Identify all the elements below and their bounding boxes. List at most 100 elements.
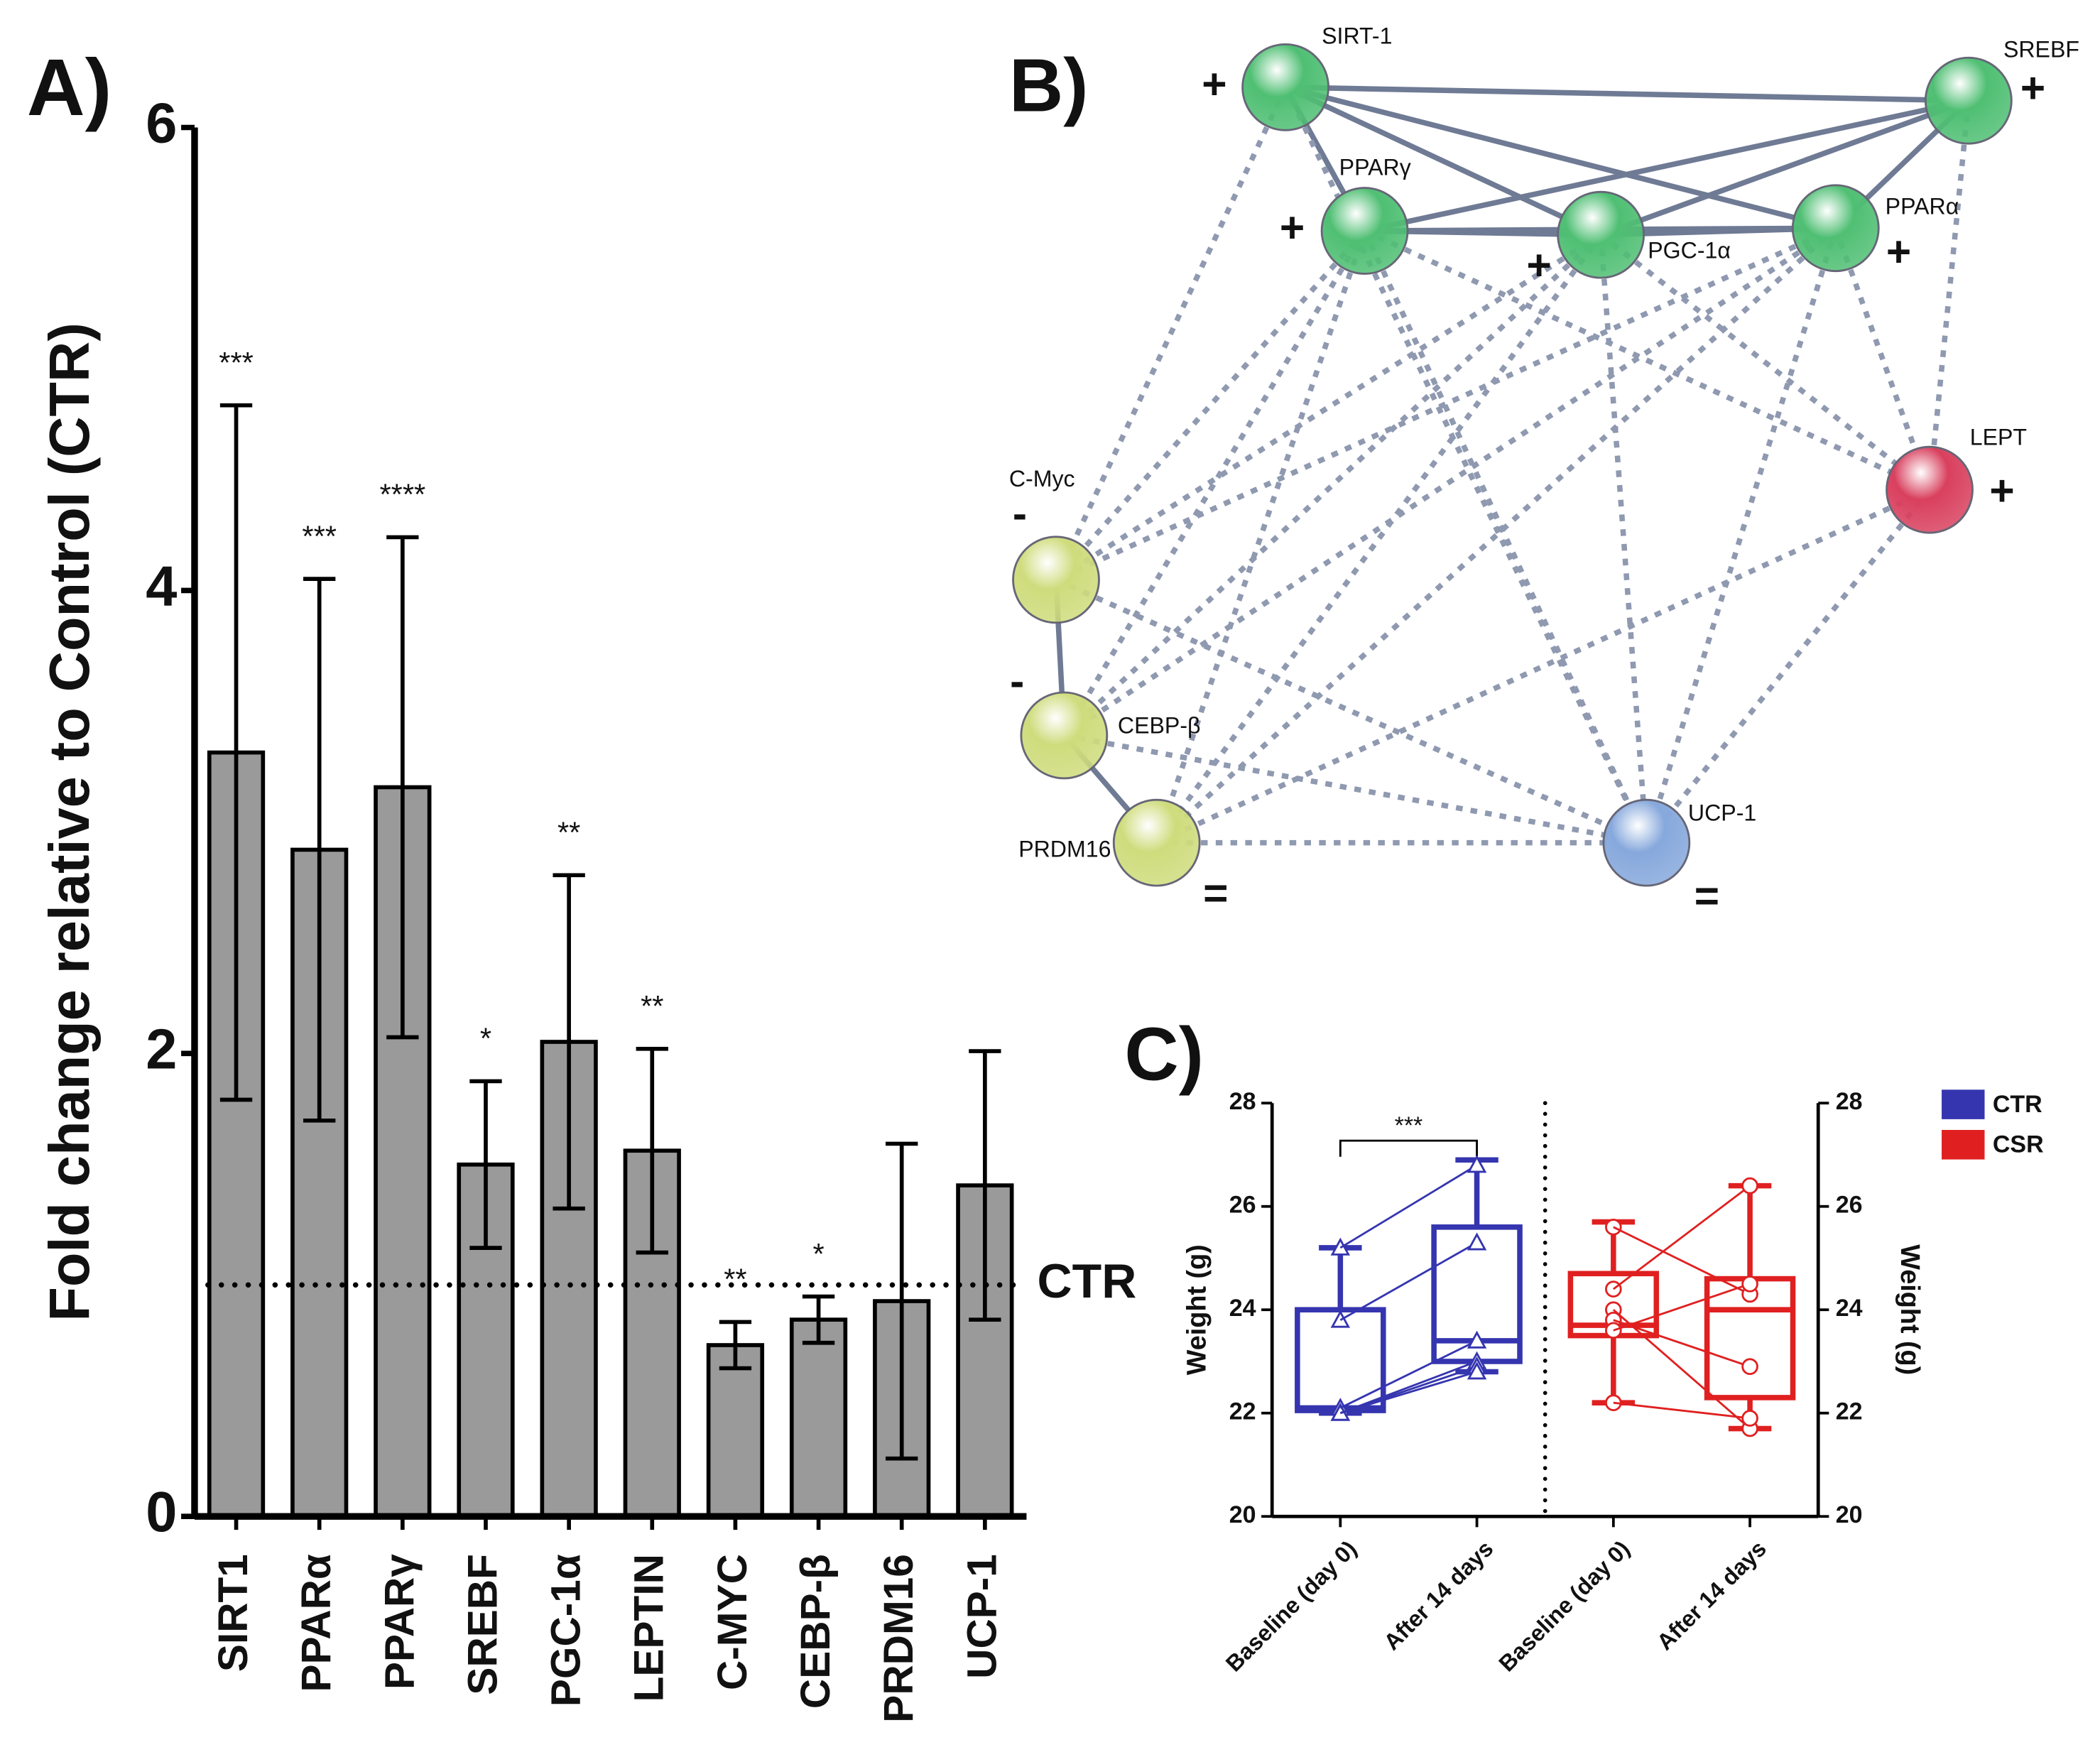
x-tick-label: C-MYC (709, 1554, 756, 1690)
node (1886, 445, 1974, 534)
node (1791, 184, 1880, 273)
bar (789, 1317, 848, 1519)
edge-dotted (1062, 229, 1367, 737)
edge-dotted (1054, 229, 1367, 582)
node (1320, 187, 1409, 275)
node-label: UCP-1 (1688, 800, 1756, 825)
point (1741, 1276, 1758, 1293)
significance-label: *** (219, 346, 254, 379)
point (1467, 1155, 1487, 1173)
edge-dotted (1154, 229, 1368, 844)
x-tick-label: PRDM16 (876, 1554, 922, 1723)
node-sign: - (1010, 657, 1024, 705)
legend-swatch (1942, 1089, 1985, 1119)
x-tick-label: SIRT1 (210, 1554, 256, 1672)
node-sign: + (1989, 466, 2014, 514)
paired-line (1613, 1401, 1751, 1420)
edge-dotted (1599, 232, 1932, 492)
panel-label: B) (1009, 43, 1089, 127)
significance-label: ** (641, 989, 663, 1023)
y2-tick-label: 20 (1836, 1501, 1863, 1528)
point (1467, 1232, 1487, 1251)
node (1557, 190, 1645, 279)
node-label: LEPT (1970, 424, 2027, 450)
significance-label: * (480, 1022, 491, 1055)
node-sign: + (1202, 60, 1226, 108)
point (1467, 1330, 1487, 1349)
significance-label: ** (557, 816, 580, 849)
node-label: PGC-1α (1648, 238, 1731, 263)
paired-line (1613, 1319, 1751, 1368)
paired-line (1339, 1241, 1478, 1321)
edge-dotted (1053, 86, 1288, 581)
y-tick-label: 28 (1229, 1088, 1256, 1115)
x-tick-label: SREBF (459, 1554, 506, 1695)
edge-dotted (1062, 232, 1603, 738)
x-tick-label: Baseline (day 0) (1494, 1535, 1634, 1676)
edge-dotted (1362, 229, 1649, 844)
node-sign: + (2020, 63, 2045, 112)
edge-dotted (1927, 100, 1971, 491)
x-tick-label: UCP-1 (959, 1554, 1005, 1679)
edge-dotted (1055, 577, 1648, 846)
significance-label: *** (1395, 1112, 1423, 1139)
paired-line (1339, 1339, 1478, 1409)
point (1467, 1361, 1487, 1380)
paired-line (1612, 1185, 1751, 1290)
y-tick-label: 20 (1229, 1501, 1256, 1528)
x-tick-label: CEBP-β (793, 1554, 839, 1709)
edge-dotted (1062, 226, 1837, 738)
x-tick-label: Baseline (day 0) (1221, 1535, 1361, 1676)
y-tick-label: 22 (1229, 1398, 1256, 1425)
paired-line (1613, 1226, 1751, 1295)
panel-label: A) (27, 43, 112, 133)
y2-tick-label: 26 (1836, 1192, 1863, 1219)
significance-label: * (812, 1237, 824, 1271)
reference-label: CTR (1038, 1254, 1137, 1308)
point (1741, 1410, 1758, 1427)
node-sign: - (1013, 489, 1027, 537)
paired-line (1613, 1283, 1751, 1332)
significance-label: *** (302, 519, 337, 553)
node-label: SREBF (2003, 36, 2079, 62)
legend-swatch (1942, 1130, 1985, 1160)
significance-label: **** (379, 478, 425, 511)
y-tick-label: 0 (146, 1480, 177, 1543)
edge-dotted (1155, 226, 1838, 845)
point (1741, 1177, 1758, 1195)
x-tick-label: After 14 days (1652, 1535, 1771, 1655)
node-sign: + (1886, 227, 1911, 276)
paired-line (1612, 1309, 1751, 1430)
y-tick-label: 6 (146, 91, 177, 154)
edge-dotted (1054, 232, 1603, 582)
x-tick-label: PGC-1α (543, 1554, 589, 1707)
legend-label: CSR (1993, 1131, 2044, 1158)
x-tick-label: PPARα (293, 1554, 339, 1692)
edge-dotted (1833, 227, 1932, 491)
significance-bracket (1339, 1139, 1479, 1157)
y-axis-label: Weight (g) (1182, 1244, 1212, 1375)
y-tick-label: 4 (146, 554, 177, 617)
paired-line (1339, 1164, 1478, 1249)
edge-dotted (1055, 225, 1837, 582)
edge-dotted (1364, 228, 1931, 493)
paired-line (1339, 1371, 1477, 1415)
y2-tick-label: 28 (1836, 1088, 1863, 1115)
node-label: C-Myc (1009, 466, 1075, 491)
node-label: SIRT-1 (1322, 23, 1392, 48)
edge-dotted (1154, 233, 1604, 844)
node (1012, 535, 1100, 624)
edge (1599, 98, 1970, 238)
y2-tick-label: 24 (1836, 1295, 1863, 1322)
node (1602, 798, 1691, 887)
node-label: PPARγ (1339, 155, 1411, 180)
node (1020, 691, 1109, 780)
edge-dotted (1063, 732, 1648, 846)
edge-dotted (1155, 487, 1931, 846)
edge-dotted (1643, 227, 1839, 844)
edge (1285, 85, 1969, 104)
bar (706, 1343, 765, 1519)
y-tick-label: 2 (146, 1017, 177, 1080)
panel-label: C) (1124, 1013, 1204, 1097)
